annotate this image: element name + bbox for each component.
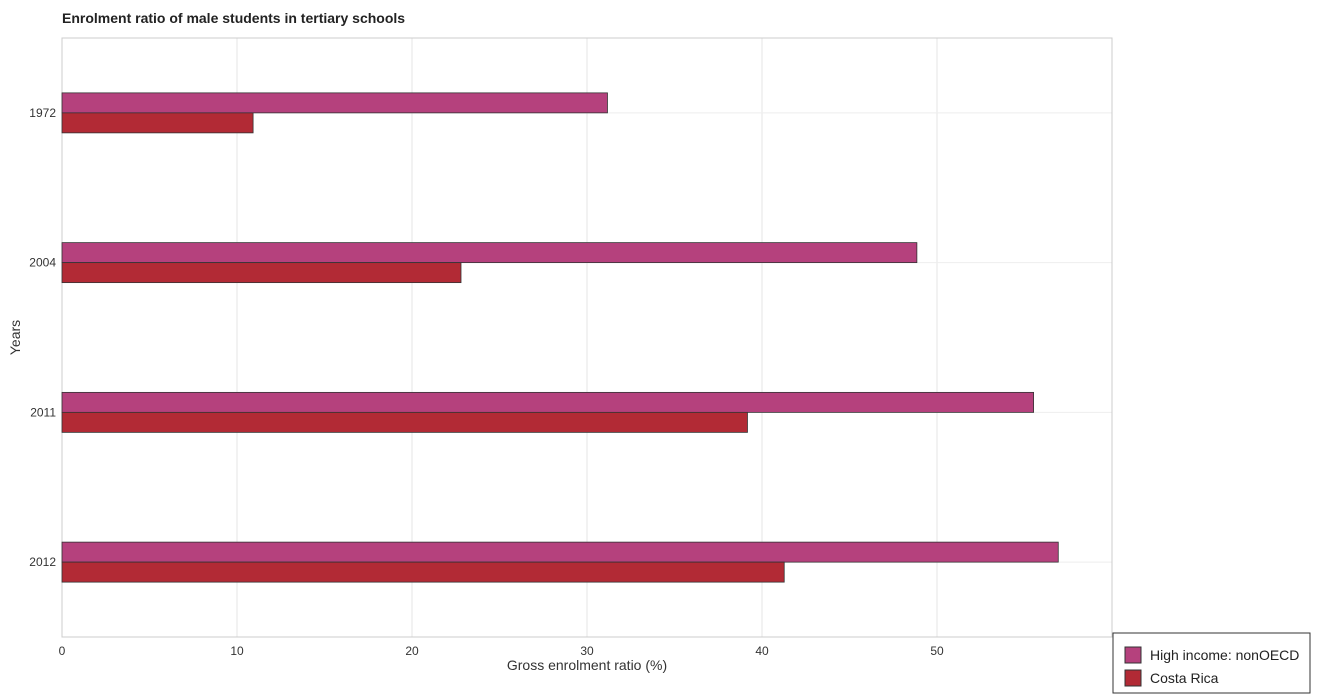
y-axis-label: Years: [7, 320, 23, 355]
y-tick-label-2012: 2012: [29, 555, 56, 569]
bar-series-0-2012: [61, 541, 1059, 563]
bars: [61, 92, 1059, 583]
legend-label-series-0: High income: nonOECD: [1150, 647, 1299, 663]
legend-swatch-series-1: [1124, 669, 1142, 687]
x-tick-label-3: 30: [580, 644, 594, 658]
bar-series-0-1972: [61, 92, 608, 114]
bar-series-1-1972: [61, 112, 254, 134]
x-tick-label-2: 20: [405, 644, 419, 658]
x-tick-label-5: 50: [930, 644, 944, 658]
y-tick-label-1972: 1972: [29, 106, 56, 120]
y-tick-label-2004: 2004: [29, 256, 56, 270]
bar-series-1-2012: [61, 561, 785, 583]
legend-swatch-series-0: [1124, 646, 1142, 664]
x-axis-label: Gross enrolment ratio (%): [507, 657, 667, 673]
x-tick-label-4: 40: [755, 644, 769, 658]
bar-series-0-2004: [61, 242, 918, 264]
bar-series-1-2011: [61, 411, 748, 433]
legend: High income: nonOECD Costa Rica: [1112, 632, 1311, 694]
y-tick-label-2011: 2011: [30, 405, 56, 419]
bar-series-1-2004: [61, 262, 462, 284]
bar-series-0-2011: [61, 391, 1034, 413]
x-tick-label-1: 10: [230, 644, 244, 658]
legend-label-series-1: Costa Rica: [1150, 670, 1219, 686]
legend-box: [1112, 632, 1311, 694]
x-tick-label-0: 0: [59, 644, 66, 658]
plot-frame: [61, 37, 1113, 638]
x-tick-labels: 0 10 20 30 40 50: [59, 644, 944, 658]
y-tick-labels: 1972 2004 2011 2012: [29, 106, 56, 569]
chart-title: Enrolment ratio of male students in tert…: [62, 10, 405, 26]
